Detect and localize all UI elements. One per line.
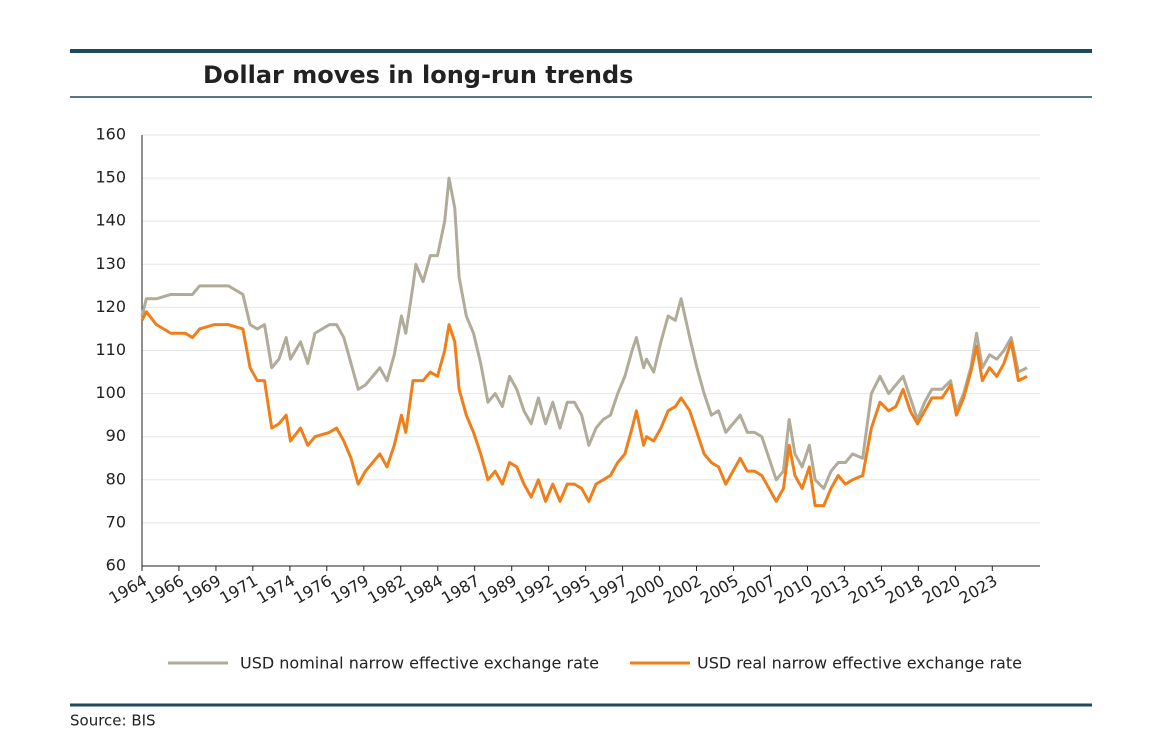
y-tick-label: 90 bbox=[106, 426, 126, 445]
y-tick-label: 130 bbox=[95, 254, 126, 273]
x-tick-label: 1984 bbox=[401, 571, 446, 608]
x-tick-label: 1969 bbox=[179, 571, 224, 608]
x-tick-label: 1989 bbox=[475, 571, 520, 608]
x-tick-label: 2010 bbox=[771, 571, 816, 608]
x-tick-label: 1987 bbox=[438, 571, 483, 608]
x-tick-label: 2023 bbox=[956, 571, 1001, 608]
y-tick-label: 70 bbox=[106, 512, 126, 531]
chart-title: Dollar moves in long-run trends bbox=[203, 61, 633, 89]
y-tick-label: 160 bbox=[95, 125, 126, 144]
x-tick-label: 1964 bbox=[105, 571, 150, 608]
x-tick-label: 1974 bbox=[253, 571, 298, 608]
y-tick-label: 80 bbox=[106, 469, 126, 488]
y-tick-label: 120 bbox=[95, 297, 126, 316]
x-tick-label: 2020 bbox=[919, 571, 964, 608]
x-tick-label: 2002 bbox=[660, 571, 705, 608]
y-tick-label: 140 bbox=[95, 211, 126, 230]
series-line bbox=[140, 176, 1028, 490]
x-tick-label: 2000 bbox=[623, 571, 668, 608]
y-tick-label: 150 bbox=[95, 168, 126, 187]
x-tick-label: 1971 bbox=[216, 571, 261, 608]
x-tick-label: 1979 bbox=[327, 571, 372, 608]
source-note: Source: BIS bbox=[70, 712, 156, 730]
x-tick-label: 1995 bbox=[549, 571, 594, 608]
x-tick-label: 2015 bbox=[845, 571, 890, 608]
y-tick-label: 100 bbox=[95, 383, 126, 402]
x-tick-label: 2007 bbox=[734, 571, 779, 608]
y-tick-label: 60 bbox=[106, 556, 126, 575]
x-tick-label: 1997 bbox=[586, 571, 631, 608]
legend-label: USD nominal narrow effective exchange ra… bbox=[240, 654, 599, 673]
x-tick-label: 1976 bbox=[290, 571, 335, 608]
legend-label: USD real narrow effective exchange rate bbox=[697, 654, 1022, 673]
y-tick-label: 110 bbox=[95, 340, 126, 359]
x-tick-label: 2013 bbox=[808, 571, 853, 608]
x-tick-label: 1992 bbox=[512, 571, 557, 608]
x-tick-label: 1982 bbox=[364, 571, 409, 608]
series-line bbox=[140, 310, 1028, 508]
x-tick-label: 1966 bbox=[142, 571, 187, 608]
x-tick-label: 2018 bbox=[882, 571, 927, 608]
x-tick-label: 2005 bbox=[697, 571, 742, 608]
